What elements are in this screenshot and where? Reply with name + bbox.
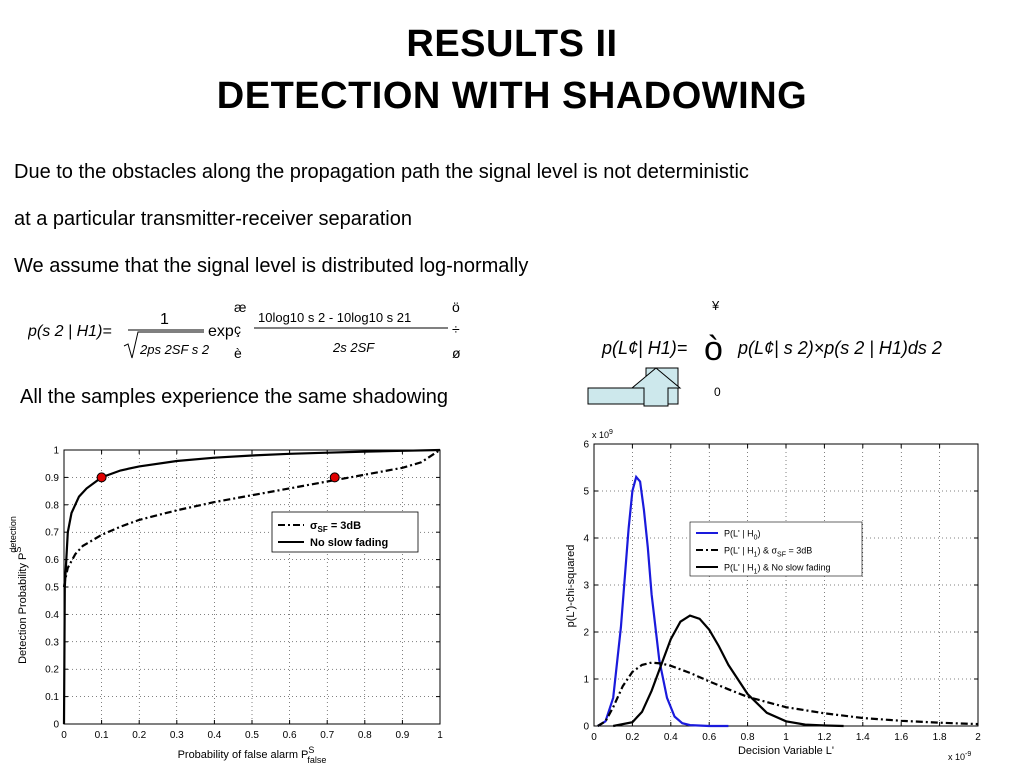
- paragraph-log-normal: We assume that the signal level is distr…: [14, 255, 529, 277]
- y-tick-label: 0.5: [45, 583, 59, 594]
- eq-bracket-top-right: ö: [452, 299, 460, 315]
- integral-equation: ¥ p(L¢| H1)= ò p(L¢| s 2)×p(s 2 | H1)ds …: [601, 298, 942, 399]
- y-tick-label: 1: [53, 446, 59, 457]
- x-tick-label: 0.4: [207, 730, 221, 741]
- x-axis-label: Probability of false alarm PS false: [178, 745, 327, 765]
- x-tick-label: 0.1: [95, 730, 109, 741]
- eq-left-denominator: 2ps 2SF s 2: [139, 342, 210, 357]
- y-tick-label: 0.9: [45, 473, 59, 484]
- y-tick-label: 0.1: [45, 692, 59, 703]
- x-tick-label: 1.8: [933, 732, 947, 743]
- x-tick-label: 0.3: [170, 730, 184, 741]
- y-axis-label: p(L')-chi-squared: [565, 545, 577, 628]
- series-line-1: [597, 474, 729, 728]
- legend-box: [689, 521, 863, 577]
- highlight-marker-1: [96, 472, 107, 483]
- highlight-marker-2: [329, 472, 340, 483]
- x-tick-label: 0.4: [664, 732, 678, 743]
- y-tick-label: 2: [583, 628, 589, 639]
- x-tick-label: 0.6: [283, 730, 297, 741]
- paragraph-obstacles: Due to the obstacles along the propagati…: [14, 161, 749, 183]
- roc-chart: 0 0.1 0.2 0.3 0.4 0.5 0.6 0.7 0.8 0.9 1 0 0.1 0.2 0.3 0…: [8, 446, 443, 766]
- y-tick-label: 1: [583, 675, 589, 686]
- paragraph-separation: at a particular transmitter-receiver sep…: [14, 208, 412, 230]
- eq-right-lhs: p(L¢| H1)=: [601, 338, 687, 358]
- x-tick-label: 0.6: [702, 732, 716, 743]
- x-tick-label: 0: [61, 730, 67, 741]
- x-tick-label: 0: [591, 732, 597, 743]
- y-tick-label: 0.2: [45, 665, 59, 676]
- y-tick-label: 6: [583, 440, 589, 451]
- series-line-2: [62, 448, 441, 725]
- eq-right-upper-limit: ¥: [711, 298, 720, 313]
- eq-right-lower-limit: 0: [714, 385, 721, 399]
- y-tick-label: 0.3: [45, 637, 59, 648]
- legend-label-1: σSF = 3dB: [310, 520, 361, 534]
- shadowing-note: All the samples experience the same shad…: [20, 386, 449, 408]
- x-tick-label: 1.6: [894, 732, 908, 743]
- y-tick-label: 0.8: [45, 500, 59, 511]
- x-tick-label: 2: [975, 732, 981, 743]
- series-line-2: [597, 661, 979, 727]
- y-tick-label: 0: [583, 722, 589, 733]
- eq-left-lhs: p(s 2 | H1)=: [28, 323, 112, 340]
- x-tick-label: 0.9: [395, 730, 409, 741]
- x-tick-label: 0.2: [625, 732, 639, 743]
- eq-bracket-top-left: æ: [234, 299, 246, 315]
- eq-right-integral: ò: [704, 330, 723, 368]
- x-tick-label: 1.2: [817, 732, 831, 743]
- y-axis-label: Detection Probability PSdetection: [8, 516, 29, 664]
- eq-right-integrand: p(L¢| s 2)×p(s 2 | H1)ds 2: [737, 338, 942, 358]
- legend-label-3: P(L' | H1) & No slow fading: [724, 563, 831, 576]
- x-tick-label: 0.8: [358, 730, 372, 741]
- x-tick-label: 1.4: [856, 732, 870, 743]
- eq-bracket-left-bottom: è: [234, 345, 242, 361]
- eq-left-exp: exp: [208, 323, 234, 340]
- legend-label-2: P(L' | H1) & σSF = 3dB: [724, 546, 812, 559]
- arrow-up-icon: [630, 367, 682, 407]
- legend-label-1: P(L' | H0): [724, 529, 760, 542]
- x-tick-label: 1: [437, 730, 443, 741]
- eq-bracket-left-mid: ç: [234, 321, 241, 337]
- y-tick-label: 0: [53, 720, 59, 731]
- eq-left-numerator: 1: [160, 311, 169, 328]
- y-tick-label: 0.4: [45, 610, 59, 621]
- x-tick-label: 1: [783, 732, 789, 743]
- series-line-3: [612, 614, 844, 728]
- eq-exp-numerator: 10log10 s 2 - 10log10 s 21: [258, 310, 411, 325]
- x-tick-label: 0.2: [132, 730, 146, 741]
- x-tick-label: 0.8: [741, 732, 755, 743]
- pdf-chart: 0 0.2 0.4 0.6 0.8 1 1.2 1.4 1.6 1.8 2 0 1 2 3 4 5 6x 109 x…: [565, 429, 981, 762]
- eq-bracket-right-mid: ÷: [452, 321, 460, 337]
- slide-title-line1: RESULTS II: [406, 23, 618, 65]
- legend-box: [271, 511, 419, 553]
- x-tick-label: 0.7: [320, 730, 334, 741]
- eq-bracket-right-bottom: ø: [452, 345, 461, 361]
- y-tick-label: 0.7: [45, 528, 59, 539]
- x-tick-label: 0.5: [245, 730, 259, 741]
- series-line-1: [62, 449, 441, 588]
- eq-exp-denominator: 2s 2SF: [332, 340, 375, 355]
- x-exponent-label: x 10-9: [948, 751, 971, 762]
- y-tick-label: 5: [583, 487, 589, 498]
- y-tick-label: 4: [583, 534, 589, 545]
- x-axis-label: Decision Variable L': [738, 745, 834, 757]
- legend-label-2: No slow fading: [310, 537, 388, 549]
- slide-title-line2: DETECTION WITH SHADOWING: [216, 75, 808, 117]
- y-exponent-label: x 109: [592, 429, 613, 440]
- y-tick-label: 3: [583, 581, 589, 592]
- y-tick-label: 0.6: [45, 555, 59, 566]
- log-normal-equation: p(s 2 | H1)= 1 2ps 2SF s 2 exp æ ç è 10l…: [28, 299, 461, 361]
